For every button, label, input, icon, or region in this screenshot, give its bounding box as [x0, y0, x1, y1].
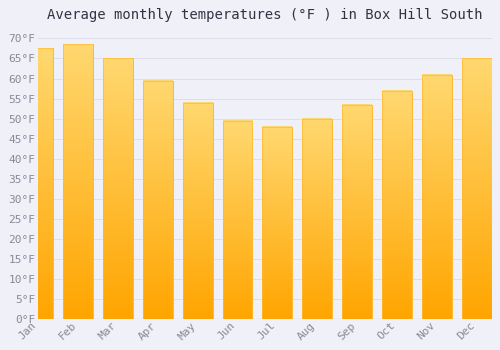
Bar: [182, 103, 212, 319]
Bar: [462, 58, 492, 319]
Bar: [103, 58, 133, 319]
Bar: [143, 80, 172, 319]
Bar: [222, 121, 252, 319]
Bar: [143, 80, 172, 319]
Bar: [23, 48, 53, 319]
Bar: [182, 103, 212, 319]
Title: Average monthly temperatures (°F ) in Box Hill South: Average monthly temperatures (°F ) in Bo…: [47, 8, 482, 22]
Bar: [262, 127, 292, 319]
Bar: [262, 127, 292, 319]
Bar: [462, 58, 492, 319]
Bar: [342, 105, 372, 319]
Bar: [63, 44, 93, 319]
Bar: [63, 44, 93, 319]
Bar: [103, 58, 133, 319]
Bar: [422, 75, 452, 319]
Bar: [23, 48, 53, 319]
Bar: [422, 75, 452, 319]
Bar: [222, 121, 252, 319]
Bar: [302, 119, 332, 319]
Bar: [382, 91, 412, 319]
Bar: [302, 119, 332, 319]
Bar: [342, 105, 372, 319]
Bar: [382, 91, 412, 319]
